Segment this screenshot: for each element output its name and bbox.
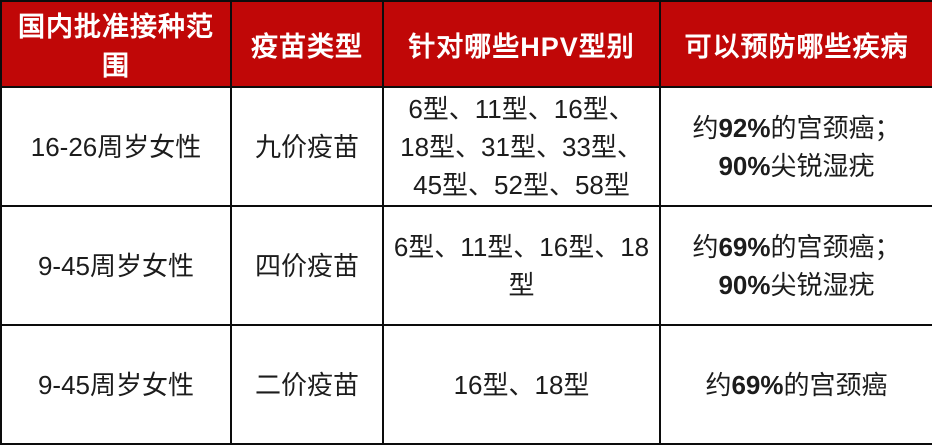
cell-hpv-types: 16型、18型 — [382, 324, 661, 445]
cell-hpv-types: 6型、11型、16型、 18型、31型、33型、 45型、52型、58型 — [382, 86, 661, 207]
cell-prevents: 约69%的宫颈癌； 90%尖锐湿疣 — [659, 205, 932, 326]
cell-text-line: 9-45周岁女性 — [37, 369, 195, 400]
cell-vaccine-type: 二价疫苗 — [230, 324, 384, 445]
cell-text-line: 16-26周岁女性 — [30, 131, 202, 162]
col-header-prevented-diseases: 可以预防哪些疾病 — [659, 0, 932, 88]
cell-text-line: 九价疫苗 — [254, 131, 359, 162]
cell-approved-range: 16-26周岁女性 — [0, 86, 232, 207]
col-header-vaccine-type: 疫苗类型 — [230, 0, 384, 88]
cell-approved-range: 9-45周岁女性 — [0, 205, 232, 326]
cell-vaccine-type: 九价疫苗 — [230, 86, 384, 207]
cell-text-line: 45型、52型、58型 — [413, 169, 630, 200]
cell-text-line: 6型、11型、16型、18型 — [393, 231, 650, 300]
cell-text-line: 6型、11型、16型、 — [408, 93, 635, 124]
table-row: 9-45周岁女性 二价疫苗 16型、18型 约69%的宫颈癌 — [0, 324, 932, 445]
col-header-hpv-types: 针对哪些HPV型别 — [382, 0, 661, 88]
cell-prevents: 约92%的宫颈癌； 90%尖锐湿疣 — [659, 86, 932, 207]
table-body: 16-26周岁女性 九价疫苗 6型、11型、16型、 18型、31型、33型、 45型、… — [0, 86, 932, 445]
cell-vaccine-type: 四价疫苗 — [230, 205, 384, 326]
cell-text-line: 90%尖锐湿疣 — [718, 150, 875, 181]
cell-text-line: 约69%的宫颈癌； — [692, 231, 901, 262]
cell-text-line: 18型、31型、33型、 — [400, 131, 643, 162]
col-header-approved-range: 国内批准接种范围 — [0, 0, 232, 88]
table-row: 16-26周岁女性 九价疫苗 6型、11型、16型、 18型、31型、33型、 45型、… — [0, 86, 932, 207]
cell-approved-range: 9-45周岁女性 — [0, 324, 232, 445]
cell-text-line: 16型、18型 — [453, 369, 590, 400]
cell-text-line: 二价疫苗 — [254, 369, 359, 400]
cell-text-line: 约69%的宫颈癌 — [705, 369, 888, 400]
cell-text-line: 90%尖锐湿疣 — [718, 269, 875, 300]
cell-text-line: 四价疫苗 — [254, 250, 359, 281]
cell-prevents: 约69%的宫颈癌 — [659, 324, 932, 445]
cell-hpv-types: 6型、11型、16型、18型 — [382, 205, 661, 326]
table-row: 9-45周岁女性 四价疫苗 6型、11型、16型、18型 约69%的宫颈癌； 90%尖锐… — [0, 205, 932, 326]
header-row: 国内批准接种范围 疫苗类型 针对哪些HPV型别 可以预防哪些疾病 — [0, 0, 932, 88]
cell-text-line: 约92%的宫颈癌； — [692, 112, 901, 143]
cell-text-line: 9-45周岁女性 — [37, 250, 195, 281]
